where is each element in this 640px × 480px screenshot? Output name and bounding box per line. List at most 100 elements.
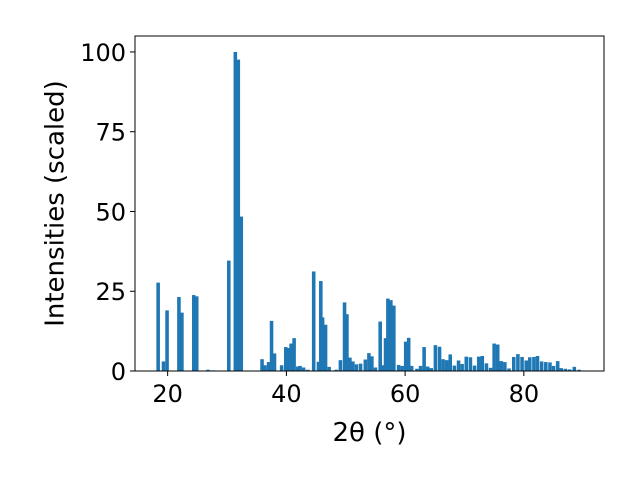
bar: [206, 369, 210, 371]
bar: [472, 365, 477, 371]
bar: [425, 366, 430, 371]
bar: [488, 367, 493, 371]
bar: [456, 360, 461, 371]
bar: [266, 362, 271, 371]
bar: [389, 300, 393, 371]
bar: [354, 364, 359, 371]
bar: [524, 360, 529, 371]
bar: [292, 338, 296, 371]
bar: [351, 361, 355, 371]
y-axis-ticks: 0 25 50 75 100: [80, 39, 135, 386]
bar: [396, 364, 401, 371]
y-axis-label: Intensities (scaled): [41, 80, 71, 327]
bar: [444, 360, 449, 371]
y-tick-label: 75: [95, 119, 126, 147]
bar: [342, 302, 347, 371]
bar: [316, 361, 321, 371]
bar: [386, 298, 390, 371]
bar: [567, 369, 572, 371]
bar: [532, 356, 536, 371]
bar: [301, 367, 306, 371]
bar: [345, 314, 349, 371]
bar: [338, 360, 343, 371]
bar: [320, 317, 325, 371]
bar: [279, 365, 284, 371]
bar: [535, 356, 540, 371]
bar: [520, 356, 524, 371]
x-axis-label: 2θ (°): [332, 418, 406, 448]
bar: [272, 353, 277, 371]
bar: [492, 343, 496, 371]
bar: [507, 368, 511, 371]
bar: [511, 356, 516, 371]
bar: [452, 365, 457, 371]
bar: [480, 356, 485, 371]
bar: [415, 368, 419, 371]
bar: [555, 361, 560, 371]
x-tick-label: 20: [152, 380, 183, 408]
x-tick-label: 40: [271, 380, 302, 408]
bar: [392, 305, 396, 371]
x-tick-label: 80: [509, 380, 540, 408]
bar: [348, 357, 352, 371]
bar: [499, 361, 504, 371]
bar: [503, 362, 507, 371]
bar: [433, 345, 438, 371]
bar: [161, 361, 166, 371]
bar: [236, 59, 241, 372]
bar: [539, 361, 544, 371]
bar: [298, 365, 302, 371]
bar: [422, 347, 426, 371]
bar: [327, 366, 331, 371]
bar: [559, 368, 564, 371]
bar: [191, 295, 196, 371]
bar: [495, 344, 500, 371]
bar: [548, 362, 552, 371]
bar: [227, 260, 231, 371]
bar: [177, 296, 181, 371]
bar: [378, 321, 382, 371]
bar: [381, 365, 385, 371]
x-tick-label: 60: [390, 380, 421, 408]
bar: [418, 365, 423, 371]
bar: [239, 216, 244, 371]
bar: [269, 320, 274, 371]
bars-group: [156, 51, 581, 372]
bar: [260, 359, 264, 371]
bar: [528, 357, 532, 371]
bar: [367, 353, 371, 371]
bar: [403, 341, 408, 371]
bar: [577, 369, 581, 371]
bar: [516, 354, 520, 371]
bar: [464, 356, 469, 371]
bar: [286, 348, 291, 371]
x-axis-ticks: 20 40 60 80: [152, 371, 539, 408]
bar: [156, 282, 160, 371]
bar: [370, 356, 374, 371]
y-tick-label: 50: [95, 198, 126, 226]
bar: [544, 362, 548, 371]
bar: [289, 343, 293, 371]
bar: [263, 365, 267, 371]
y-tick-label: 25: [95, 278, 126, 306]
bar: [460, 363, 464, 371]
y-tick-label: 100: [80, 39, 126, 67]
bar: [441, 359, 445, 371]
bar: [323, 324, 328, 371]
bar: [406, 337, 411, 371]
bar: [334, 369, 339, 371]
bar: [180, 312, 184, 371]
bar: [563, 368, 568, 371]
bar: [551, 365, 556, 371]
bar: [305, 369, 310, 371]
bar: [484, 363, 489, 371]
bar: [358, 363, 363, 371]
bar: [383, 338, 388, 371]
bar: [363, 359, 368, 371]
bar: [437, 346, 442, 371]
axes-frame: [134, 35, 605, 372]
bar: [165, 310, 169, 371]
bar: [476, 356, 481, 371]
bar: [468, 357, 473, 371]
bar: [448, 354, 453, 371]
